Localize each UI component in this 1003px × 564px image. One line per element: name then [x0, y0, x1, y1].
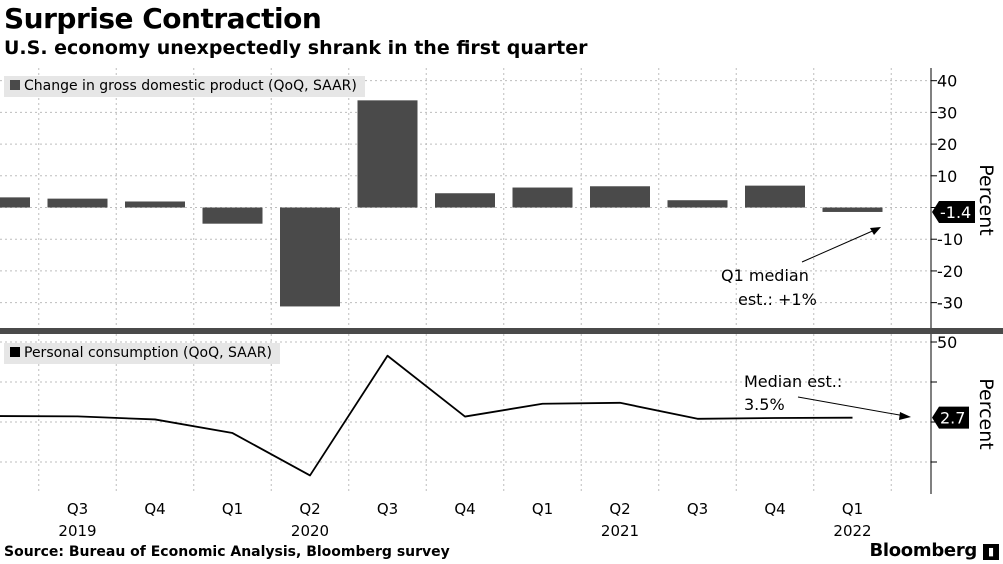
- gdp-legend-swatch: [10, 80, 20, 90]
- gdp-bar: [47, 198, 108, 208]
- gdp-bar: [202, 207, 263, 224]
- bloomberg-terminal-icon: ▮: [983, 544, 999, 560]
- consumption-legend: Personal consumption (QoQ, SAAR): [4, 343, 280, 364]
- gdp-ytick-label: -10: [937, 230, 963, 249]
- x-year-label: 2022: [833, 522, 871, 540]
- x-quarter-label: Q4: [454, 500, 475, 518]
- consumption-line: [0, 354, 853, 477]
- gdp-bar: [357, 100, 418, 208]
- gdp-annotation-line2: est.: +1%: [738, 290, 817, 309]
- gdp-legend-label: Change in gross domestic product (QoQ, S…: [24, 78, 357, 94]
- x-year-label: 2019: [58, 522, 96, 540]
- source-note: Source: Bureau of Economic Analysis, Blo…: [4, 544, 450, 560]
- consumption-annotation-arrow: [797, 396, 906, 417]
- chart-subtitle: U.S. economy unexpectedly shrank in the …: [4, 37, 588, 59]
- gdp-last-value-box: [932, 200, 975, 223]
- x-quarter-label: Q1: [842, 500, 863, 518]
- x-year-label: 2020: [291, 522, 329, 540]
- x-quarter-label: Q4: [764, 500, 785, 518]
- gdp-bar: [745, 185, 805, 208]
- gdp-ylabel: Percent: [975, 164, 997, 236]
- x-quarter-label: Q3: [687, 500, 708, 518]
- x-quarter-label: Q3: [377, 500, 398, 518]
- gdp-bar: [512, 187, 573, 208]
- gdp-ytick-label: -20: [937, 262, 963, 281]
- consumption-annotation-line2: 3.5%: [744, 395, 785, 414]
- gdp-bar: [280, 207, 340, 307]
- consumption-last-value-box: [932, 406, 969, 429]
- gdp-bar: [667, 200, 728, 208]
- gdp-ytick-label: 20: [937, 135, 957, 154]
- x-quarter-label: Q2: [299, 500, 320, 518]
- consumption-ylabel: Percent: [975, 378, 997, 450]
- gdp-bar: [822, 207, 883, 212]
- x-quarter-label: Q2: [609, 500, 630, 518]
- gdp-bar: [590, 186, 650, 208]
- x-year-label: 2021: [601, 522, 639, 540]
- panel-separator: [0, 328, 1003, 334]
- gdp-last-value-label: -1.4: [940, 203, 971, 222]
- chart-title: Surprise Contraction: [4, 2, 322, 35]
- gdp-legend: Change in gross domestic product (QoQ, S…: [4, 76, 365, 97]
- gdp-bar: [0, 197, 30, 208]
- gdp-bar: [435, 193, 495, 208]
- bloomberg-logo: Bloomberg: [869, 540, 977, 561]
- gdp-annotation-arrow: [801, 228, 878, 263]
- x-quarter-label: Q4: [144, 500, 165, 518]
- consumption-annotation-arrowhead: [899, 412, 911, 420]
- gdp-ytick-label: 30: [937, 103, 957, 122]
- x-quarter-label: Q1: [532, 500, 553, 518]
- x-quarter-label: Q1: [222, 500, 243, 518]
- gdp-bar: [125, 201, 185, 208]
- consumption-last-value-label: 2.7: [940, 409, 965, 428]
- consumption-legend-label: Personal consumption (QoQ, SAAR): [24, 345, 272, 361]
- consumption-ytick-label: 50: [937, 333, 957, 352]
- x-quarter-label: Q3: [67, 500, 88, 518]
- gdp-annotation-arrowhead: [870, 227, 881, 235]
- gdp-ytick-label: 10: [937, 167, 957, 186]
- gdp-ytick-label: 40: [937, 72, 957, 91]
- consumption-legend-swatch: [10, 347, 20, 357]
- gdp-ytick-label: -30: [937, 294, 963, 313]
- consumption-annotation-line1: Median est.:: [744, 372, 842, 391]
- gdp-annotation-line1: Q1 median: [721, 266, 809, 285]
